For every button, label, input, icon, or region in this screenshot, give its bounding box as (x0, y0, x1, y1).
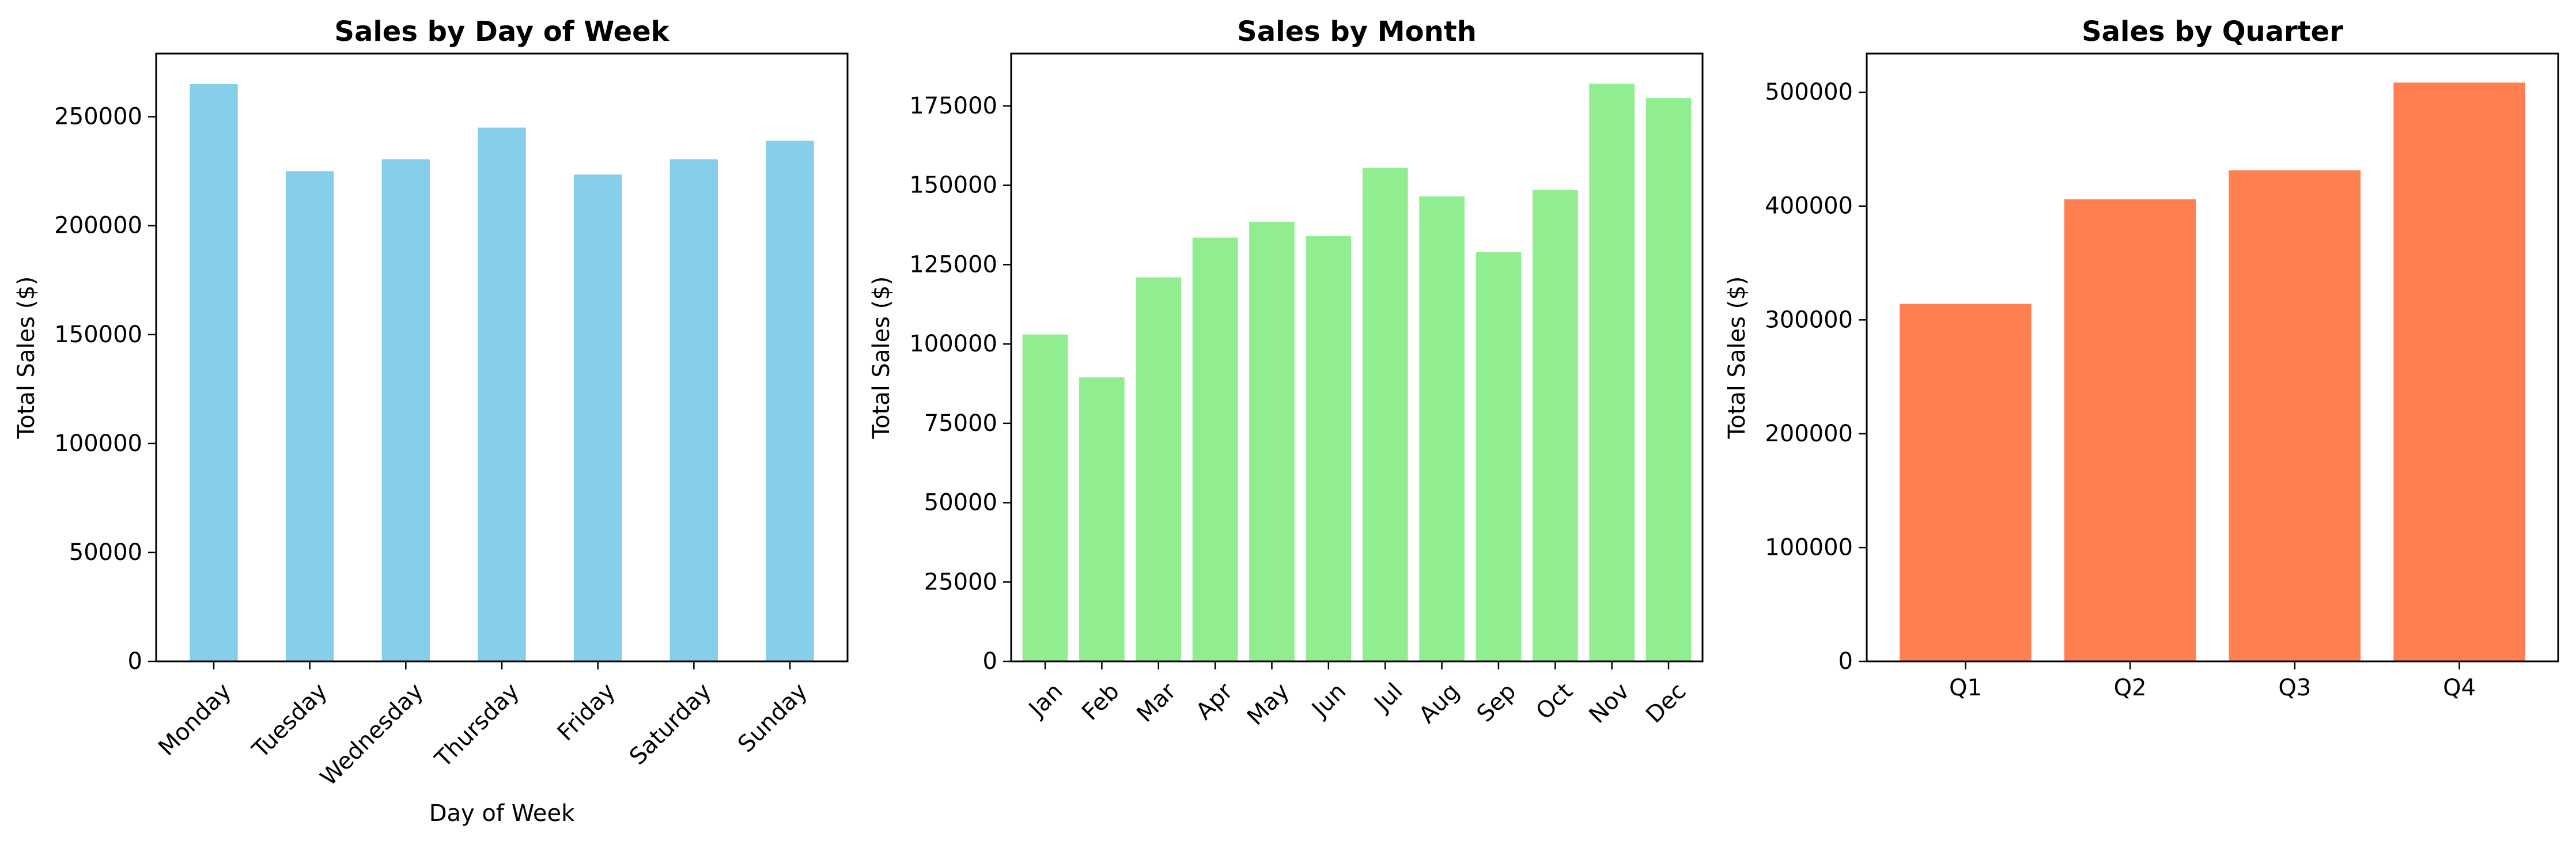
chart-title: Sales by Quarter (2082, 16, 2343, 48)
chart-title: Sales by Month (1237, 16, 1477, 48)
chart-title: Sales by Day of Week (334, 16, 669, 48)
y-tick-label: 0 (983, 648, 997, 675)
axes-frame (155, 52, 849, 663)
bar-thursday (478, 127, 526, 661)
bar-nov (1589, 84, 1635, 662)
y-tick-label: 150000 (54, 321, 142, 348)
y-axis-label: Total Sales ($) (1724, 277, 1750, 440)
y-tick-label: 200000 (1765, 421, 1853, 447)
y-tick-label: 50000 (69, 539, 142, 566)
x-tick-label: Q1 (1949, 675, 1982, 701)
bar-jul (1362, 168, 1408, 662)
bar-sep (1476, 252, 1522, 661)
y-axis-label: Total Sales ($) (13, 277, 40, 440)
bar-wednesday (381, 159, 430, 661)
y-tick-label: 300000 (1765, 306, 1853, 333)
bar-monday (190, 84, 238, 661)
y-tick-label: 500000 (1765, 79, 1853, 105)
y-tick-label: 75000 (924, 410, 997, 437)
y-tick-label: 175000 (909, 93, 997, 119)
y-tick-label: 100000 (1765, 534, 1853, 561)
bar-jan (1022, 334, 1068, 661)
bar-oct (1532, 190, 1578, 661)
y-tick-label: 25000 (924, 569, 997, 595)
y-tick-label: 100000 (54, 430, 142, 457)
y-tick-label: 100000 (909, 331, 997, 357)
y-tick-label: 250000 (54, 104, 142, 130)
y-tick-label: 0 (1839, 648, 1853, 675)
bar-tuesday (286, 171, 334, 661)
bar-q2 (2064, 199, 2196, 661)
y-tick-label: 400000 (1765, 193, 1853, 219)
bar-dec (1646, 98, 1692, 661)
bar-mar (1136, 277, 1182, 661)
bar-sunday (766, 141, 814, 661)
bar-q3 (2229, 170, 2361, 661)
bar-saturday (669, 159, 718, 661)
bar-apr (1192, 237, 1238, 661)
y-tick-label: 50000 (924, 490, 997, 516)
axes-frame (1866, 52, 2559, 663)
bar-may (1249, 221, 1295, 662)
bar-q4 (2393, 82, 2525, 661)
axes-frame (1010, 52, 1704, 663)
bar-jun (1306, 236, 1352, 661)
y-axis-label: Total Sales ($) (868, 277, 895, 440)
x-tick-label: Q2 (2114, 675, 2147, 701)
x-axis-label: Day of Week (429, 800, 575, 827)
bar-aug (1419, 196, 1465, 661)
y-tick-label: 125000 (909, 251, 997, 278)
y-tick-label: 150000 (909, 172, 997, 199)
x-tick-label: Q4 (2443, 675, 2476, 701)
bar-friday (574, 174, 622, 661)
x-tick-label: Q3 (2278, 675, 2311, 701)
bar-feb (1079, 377, 1125, 661)
y-tick-label: 0 (128, 648, 142, 675)
y-tick-label: 200000 (54, 213, 142, 239)
bar-q1 (1900, 304, 2032, 661)
